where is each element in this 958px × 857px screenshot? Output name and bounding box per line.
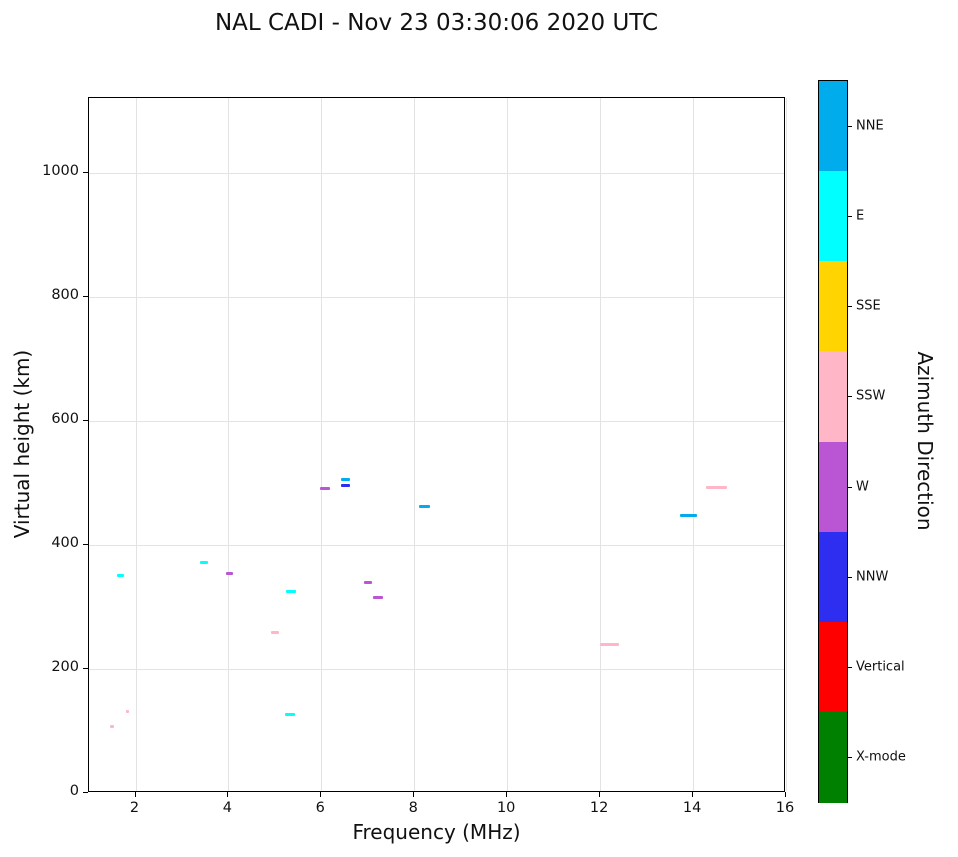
scatter-point [285,713,296,717]
x-tick-mark [134,792,136,797]
colorbar-tick-mark [848,666,852,668]
gridline-vertical [228,98,230,791]
azimuth-colorbar [818,80,848,803]
colorbar-tick-label: SSW [856,388,886,404]
x-tick-mark [692,792,694,797]
y-tick-label: 1000 [42,162,79,179]
plot-area [88,97,787,792]
y-tick-label: 800 [51,286,79,303]
gridline-horizontal [89,544,784,546]
chart-title: NAL CADI - Nov 23 03:30:06 2020 UTC [214,10,659,36]
scatter-point [226,571,233,575]
colorbar-segment-x-mode [819,711,847,803]
scatter-point [373,596,383,599]
x-tick-label: 12 [589,800,609,816]
gridline-horizontal [89,420,784,422]
colorbar-tick-mark [848,306,852,308]
y-tick-mark [83,419,88,421]
gridline-vertical [135,98,137,791]
gridline-vertical [507,98,509,791]
x-tick-mark [506,792,508,797]
colorbar-tick-label: NNE [856,118,884,134]
colorbar-tick-label: X-mode [856,749,906,765]
colorbar-tick-mark [848,486,852,488]
scatter-point [341,483,350,487]
colorbar-tick-label: SSE [856,298,881,314]
y-tick-label: 200 [51,658,79,675]
colorbar-tick-label: E [856,208,865,224]
x-tick-label: 4 [222,800,233,816]
y-tick-mark [83,295,88,297]
scatter-point [599,642,620,646]
x-tick-label: 6 [315,800,325,816]
scatter-point [363,580,372,584]
scatter-point [705,485,727,489]
colorbar-tick-label: NNW [856,569,889,585]
x-axis-label: Frequency (MHz) [352,820,521,844]
gridline-horizontal [89,668,784,670]
colorbar-tick-mark [848,576,852,578]
x-tick-mark [599,792,601,797]
y-tick-mark [83,667,88,669]
y-tick-mark [83,171,88,173]
y-tick-label: 600 [51,410,79,427]
scatter-point [341,478,350,482]
gridline-vertical [414,98,416,791]
y-axis-label: Virtual height (km) [10,349,34,539]
gridline-horizontal [89,296,784,298]
scatter-point [680,514,697,518]
x-tick-mark [227,792,229,797]
gridline-vertical [600,98,602,791]
colorbar-segment-w [819,441,847,533]
colorbar-segment-e [819,171,847,262]
gridline-horizontal [89,172,784,174]
gridline-vertical [693,98,695,791]
x-tick-label: 14 [682,800,702,816]
colorbar-tick-label: Vertical [856,659,905,675]
x-tick-label: 2 [129,800,140,816]
scatter-point [418,504,431,508]
scatter-point [117,573,124,577]
scatter-point [200,561,209,565]
x-tick-label: 16 [775,800,795,816]
y-tick-label: 0 [69,783,79,799]
y-tick-mark [83,543,88,545]
gridline-vertical [786,98,787,791]
scatter-point [110,725,115,729]
scatter-point [319,487,331,491]
x-tick-mark [320,792,322,797]
gridline-vertical [321,98,323,791]
y-tick-label: 400 [51,534,79,551]
colorbar-segment-sse [819,261,847,352]
colorbar-segment-ssw [819,351,847,442]
x-tick-label: 8 [408,800,418,816]
colorbar-label: Azimuth Direction [913,351,937,531]
scatter-point [286,589,297,593]
x-tick-mark [413,792,415,797]
x-tick-label: 10 [496,800,516,816]
colorbar-tick-mark [848,756,852,758]
colorbar-tick-mark [848,216,852,218]
y-tick-mark [83,792,88,793]
scatter-point [270,631,280,635]
colorbar-tick-mark [848,396,852,398]
colorbar-segment-nnw [819,531,847,623]
scatter-point [125,710,129,714]
colorbar-tick-label: W [856,479,869,495]
x-tick-mark [785,792,786,797]
colorbar-tick-mark [848,126,852,128]
colorbar-segment-vertical [819,621,847,713]
colorbar-segment-nne [819,81,847,172]
